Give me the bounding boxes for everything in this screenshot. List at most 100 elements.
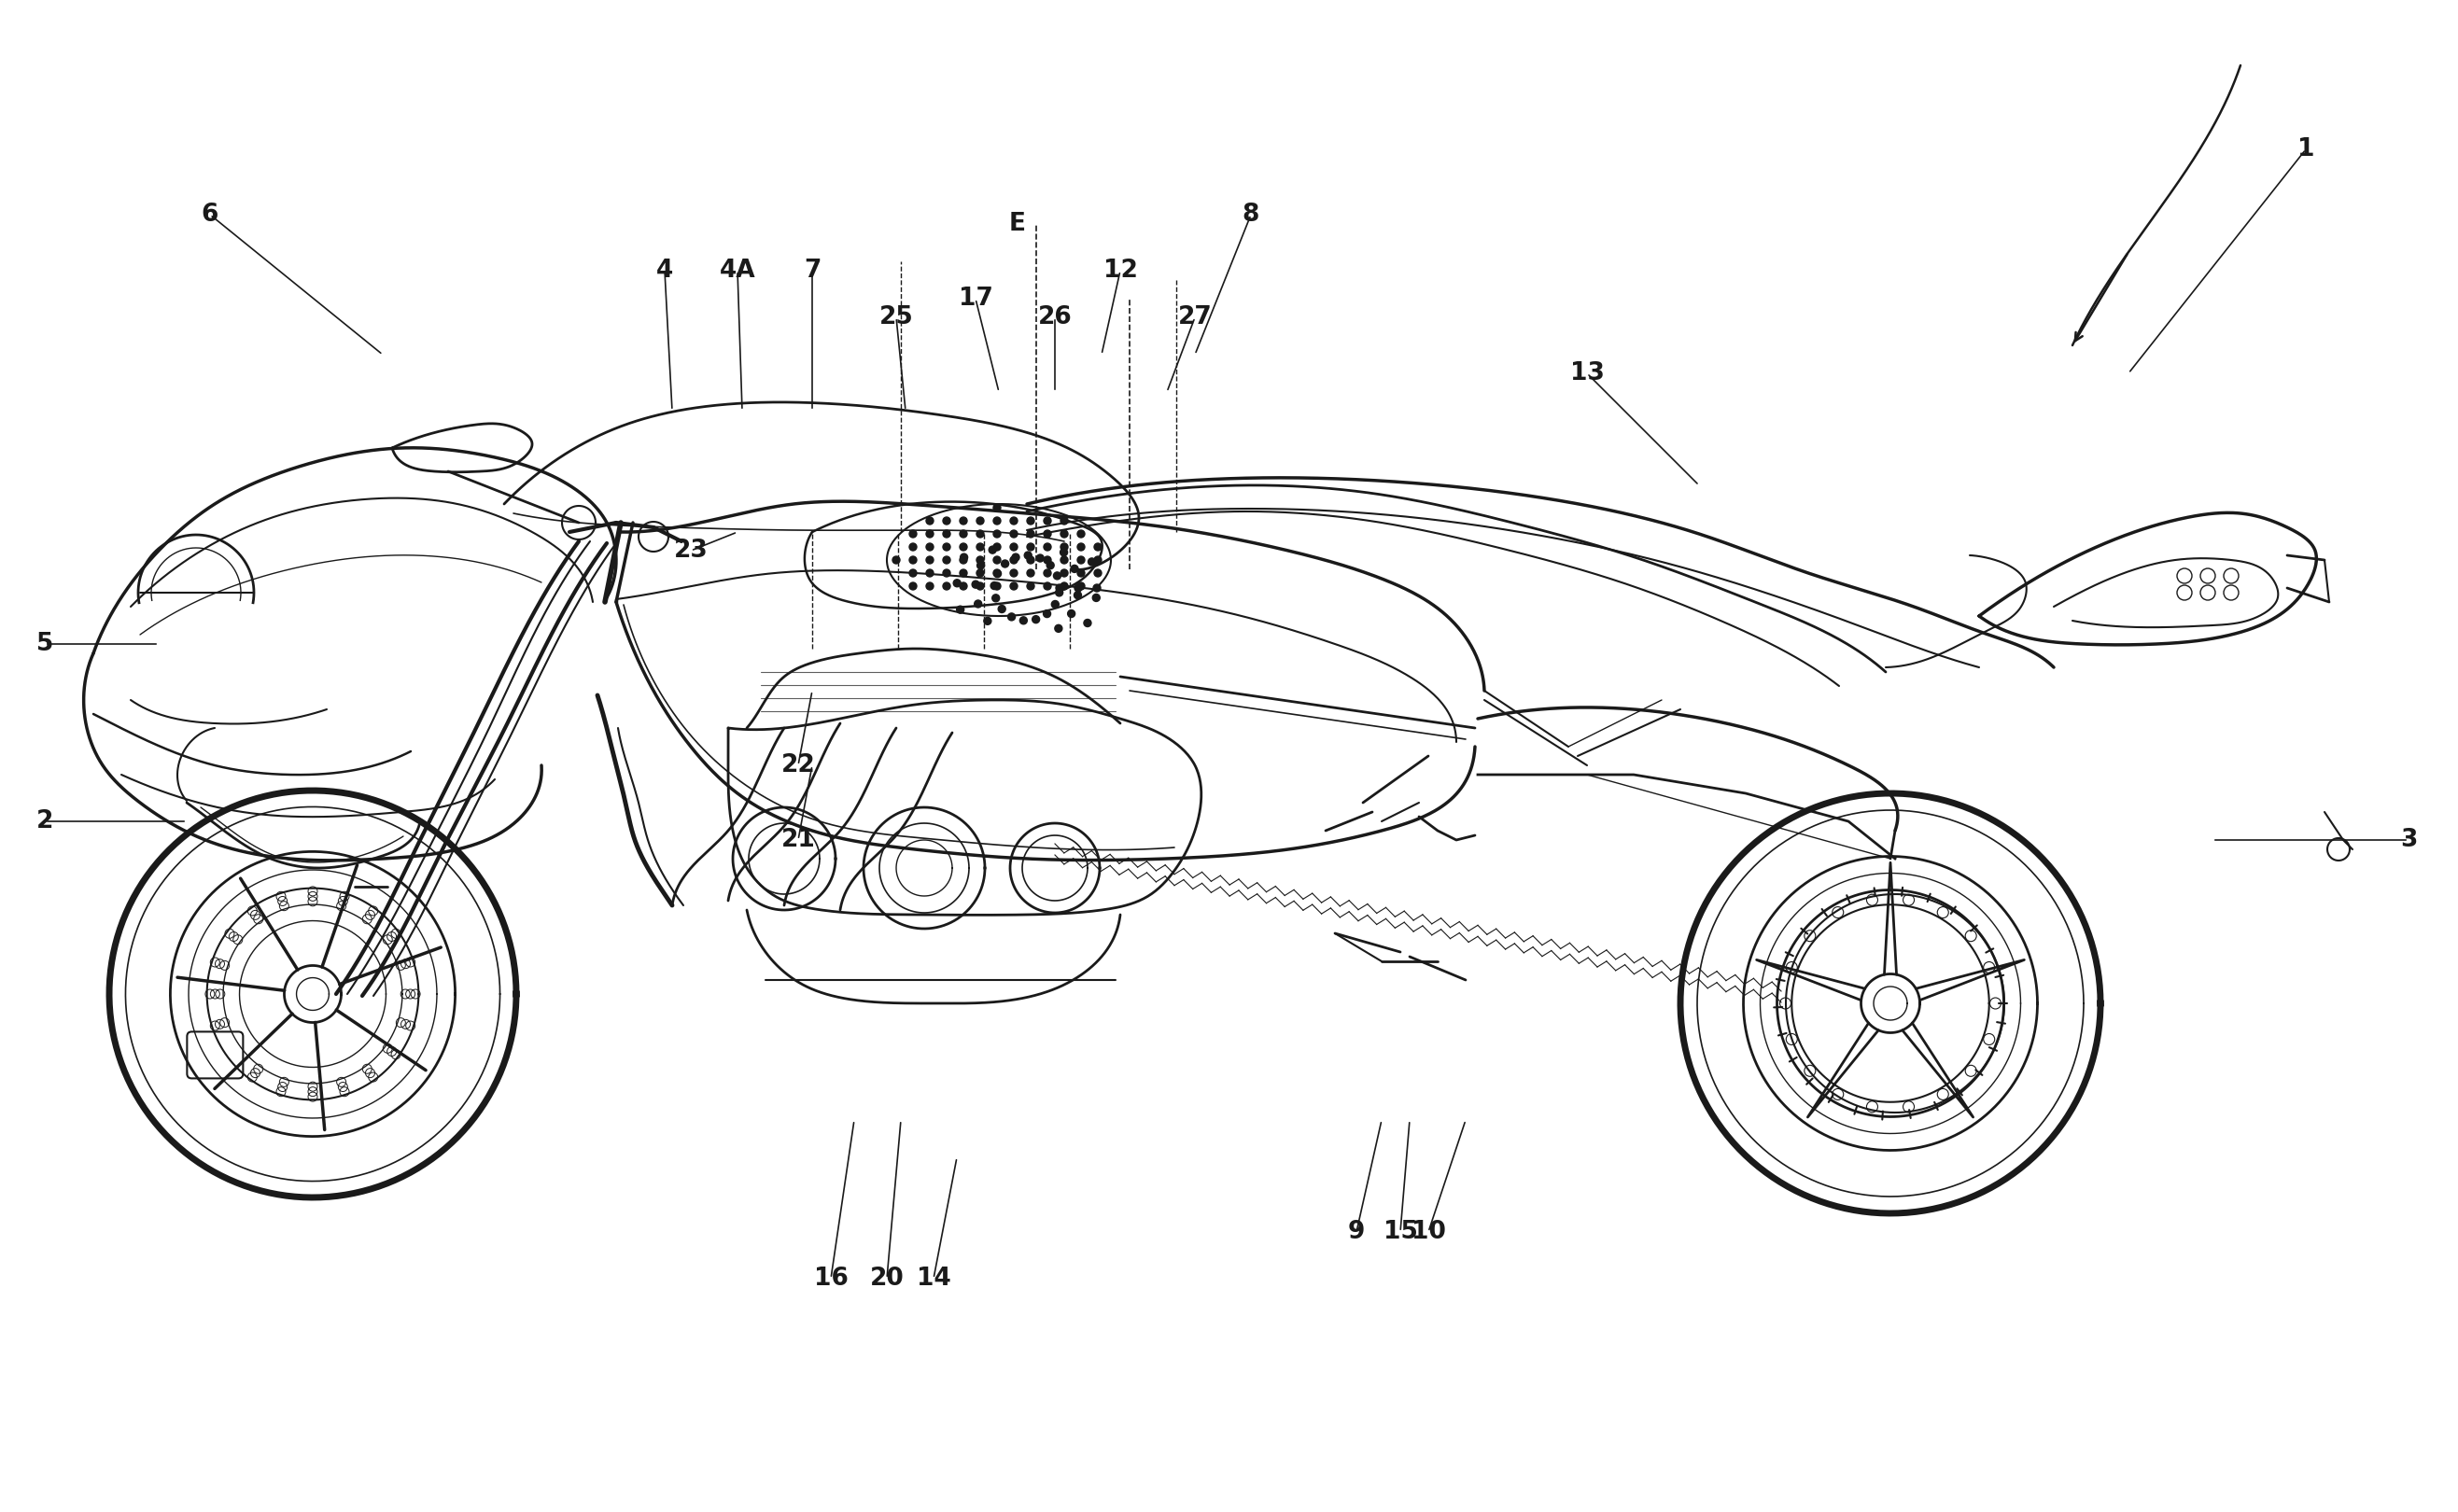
Circle shape — [1094, 543, 1101, 550]
Circle shape — [944, 582, 951, 590]
Circle shape — [1084, 620, 1091, 627]
Circle shape — [1074, 584, 1082, 591]
Circle shape — [1094, 556, 1101, 564]
Circle shape — [892, 556, 900, 564]
Circle shape — [1037, 555, 1045, 562]
Circle shape — [1045, 556, 1052, 564]
Circle shape — [973, 600, 981, 608]
Circle shape — [1010, 582, 1018, 590]
Circle shape — [944, 556, 951, 564]
Circle shape — [1000, 559, 1008, 567]
Circle shape — [1010, 517, 1018, 525]
Circle shape — [1027, 531, 1035, 538]
Circle shape — [1072, 565, 1079, 573]
Circle shape — [927, 531, 934, 538]
Circle shape — [1067, 609, 1074, 617]
Text: 4A: 4A — [720, 259, 755, 283]
Circle shape — [993, 594, 1000, 602]
Circle shape — [1027, 556, 1035, 564]
Circle shape — [976, 556, 983, 564]
Circle shape — [1045, 531, 1052, 538]
Circle shape — [993, 570, 1000, 578]
Text: E: E — [1010, 212, 1025, 236]
Circle shape — [959, 543, 966, 550]
Circle shape — [1042, 609, 1050, 617]
Circle shape — [959, 517, 966, 525]
Circle shape — [993, 543, 1000, 550]
Circle shape — [927, 570, 934, 576]
Circle shape — [976, 517, 983, 525]
Text: 12: 12 — [1104, 259, 1138, 283]
Circle shape — [1010, 543, 1018, 550]
Circle shape — [1010, 531, 1018, 538]
Circle shape — [976, 570, 983, 576]
Circle shape — [1059, 517, 1067, 525]
Text: 16: 16 — [814, 1267, 848, 1291]
Circle shape — [1027, 570, 1035, 576]
Circle shape — [993, 531, 1000, 538]
Circle shape — [1027, 543, 1035, 550]
Circle shape — [959, 531, 966, 538]
Circle shape — [998, 605, 1005, 612]
Circle shape — [1045, 570, 1052, 576]
Circle shape — [1059, 556, 1067, 564]
Circle shape — [976, 543, 983, 550]
Text: 3: 3 — [2399, 829, 2416, 853]
Circle shape — [1077, 582, 1084, 590]
Circle shape — [1045, 582, 1052, 590]
Circle shape — [988, 546, 995, 553]
Circle shape — [909, 543, 917, 550]
Text: 23: 23 — [673, 538, 708, 562]
Circle shape — [959, 570, 966, 576]
Circle shape — [1013, 553, 1020, 561]
Circle shape — [1054, 572, 1062, 579]
Circle shape — [991, 582, 998, 590]
Circle shape — [993, 556, 1000, 564]
Circle shape — [1032, 615, 1040, 623]
Circle shape — [954, 579, 961, 587]
Text: 8: 8 — [1241, 203, 1258, 227]
Circle shape — [993, 517, 1000, 525]
Text: 21: 21 — [782, 829, 816, 853]
Text: 1: 1 — [2298, 138, 2315, 162]
Text: 14: 14 — [917, 1267, 951, 1291]
Circle shape — [1047, 561, 1054, 569]
Circle shape — [927, 556, 934, 564]
Circle shape — [993, 582, 1000, 590]
Text: 4: 4 — [656, 259, 673, 283]
Circle shape — [1094, 584, 1101, 591]
Circle shape — [927, 582, 934, 590]
Circle shape — [1027, 517, 1035, 525]
Circle shape — [1045, 543, 1052, 550]
Circle shape — [1077, 556, 1084, 564]
Circle shape — [909, 556, 917, 564]
Circle shape — [1054, 588, 1062, 596]
Circle shape — [1010, 556, 1018, 564]
Circle shape — [993, 570, 1000, 576]
Circle shape — [1089, 558, 1096, 565]
Text: 10: 10 — [1411, 1220, 1445, 1244]
Circle shape — [956, 606, 964, 614]
Circle shape — [1008, 612, 1015, 620]
FancyBboxPatch shape — [187, 1031, 243, 1078]
Circle shape — [1045, 517, 1052, 525]
Circle shape — [944, 543, 951, 550]
Text: 6: 6 — [202, 203, 219, 227]
Circle shape — [976, 531, 983, 538]
Text: 27: 27 — [1177, 305, 1212, 330]
Circle shape — [1057, 584, 1064, 591]
Circle shape — [927, 517, 934, 525]
Text: 7: 7 — [804, 259, 821, 283]
Circle shape — [1077, 570, 1084, 576]
Circle shape — [993, 503, 1000, 511]
Circle shape — [959, 556, 966, 564]
Text: 20: 20 — [870, 1267, 905, 1291]
Circle shape — [1074, 591, 1082, 599]
Text: 5: 5 — [37, 632, 54, 656]
Circle shape — [1059, 570, 1067, 576]
Text: 25: 25 — [880, 305, 914, 330]
Circle shape — [961, 553, 968, 561]
Text: 15: 15 — [1384, 1220, 1418, 1244]
Circle shape — [944, 531, 951, 538]
Circle shape — [927, 543, 934, 550]
